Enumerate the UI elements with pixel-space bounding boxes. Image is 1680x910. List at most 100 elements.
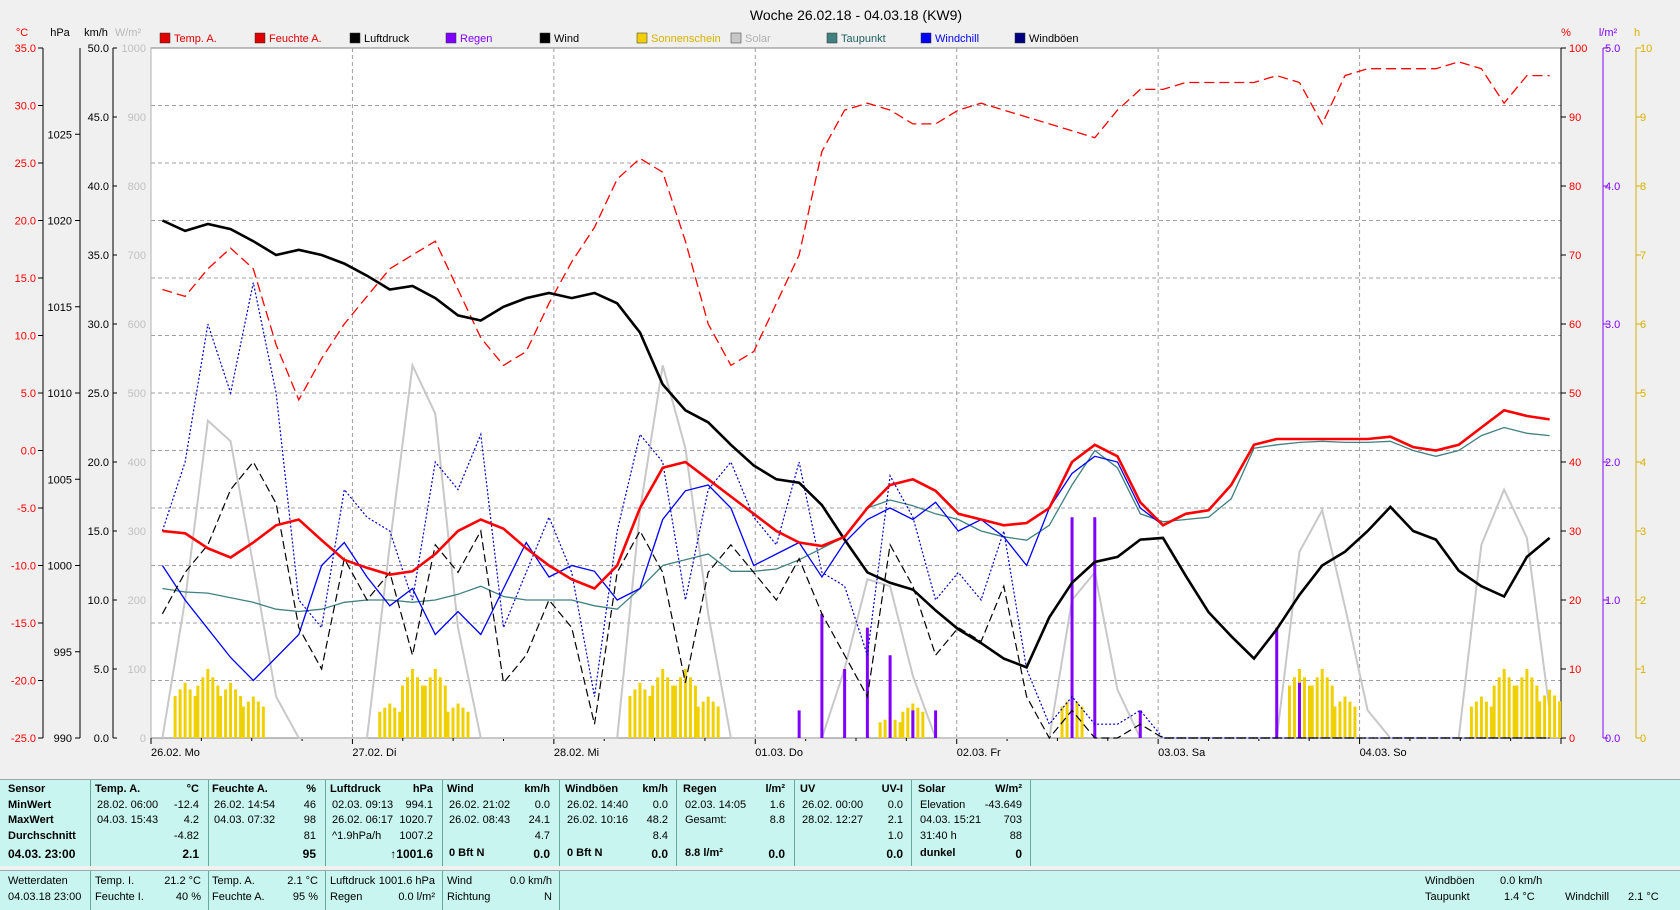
humidity-tick-label: 50 [1569, 388, 1581, 400]
x-tick-label: 02.03. Fr [957, 747, 1001, 759]
stat-uv-value-3: 0.0 [886, 847, 903, 861]
solar-tick-label: 1000 [122, 43, 146, 55]
legend-label: Regen [460, 33, 492, 45]
series-wind-line [161, 460, 1550, 740]
pressure-tick-label: 1015 [48, 302, 72, 314]
humidity-tick-label: 40 [1569, 457, 1581, 469]
stat-solar-value-3: 0 [1015, 847, 1022, 861]
hdr-unit-wind: km/h [524, 783, 550, 795]
temp-i-label: Temp. I. [95, 875, 135, 887]
hdr-temp: Temp. A. [95, 783, 141, 795]
series-luftdruck-line [161, 219, 1551, 669]
sun-tick-label: 4 [1640, 457, 1646, 469]
humidity-tick-label: 20 [1569, 595, 1581, 607]
temp-tick-label: -5.0 [17, 503, 36, 515]
stat-wind-value-1: 24.1 [528, 814, 550, 826]
stat-luftdruck-value-0: 994.1 [405, 799, 433, 811]
luftdruck-label: Luftdruck [330, 875, 376, 887]
row-max: MaxWert [8, 814, 54, 826]
wind-tick-label: 35.0 [88, 250, 109, 262]
sun-tick-label: 7 [1640, 250, 1646, 262]
wind-tick-label: 30.0 [88, 319, 109, 331]
stat-regen-label-1: Gesamt: [685, 814, 727, 826]
series-feuchte-line [162, 61, 1550, 402]
x-tick-label: 04.03. So [1360, 747, 1407, 759]
legend-label: Windböen [1029, 33, 1079, 45]
humidity-tick-label: 90 [1569, 112, 1581, 124]
legend-label: Sonnenschein [651, 33, 721, 45]
pressure-tick-label: 1025 [48, 129, 72, 141]
stat-boeen-value-3: 0.0 [651, 847, 668, 861]
solar-tick-label: 900 [128, 112, 146, 124]
temp-tick-label: 10.0 [15, 331, 36, 343]
wind-label: Wind [447, 875, 473, 887]
stat-feuchte-label-1: 04.03. 07:32 [214, 814, 276, 826]
hdr-unit-uv: UV-I [881, 783, 903, 795]
x-tick-label: 01.03. Do [755, 747, 803, 759]
hdr-solar: Solar [918, 783, 946, 795]
stat-feuchte-value-0: 46 [303, 799, 316, 811]
richtung-value: N [544, 891, 552, 903]
feuchte-a-value: 95 % [292, 891, 318, 903]
x-tick-label: 03.03. Sa [1158, 747, 1206, 759]
stat-boeen-label-3: 0 Bft N [567, 847, 603, 859]
temp-tick-label: 35.0 [15, 43, 36, 55]
temp-i-value: 21.2 °C [164, 875, 201, 887]
stat-solar-value-1: 703 [1003, 814, 1022, 826]
stat-solar-label-2: 31:40 h [920, 830, 957, 842]
pressure-tick-label: 1020 [48, 216, 72, 228]
windchill-value: 2.1 °C [1628, 891, 1659, 903]
stat-feuchte-value-1: 98 [303, 814, 316, 826]
legend-label: Solar [745, 33, 771, 45]
sun-tick-label: 9 [1640, 112, 1646, 124]
wind-tick-label: 25.0 [88, 388, 109, 400]
humidity-tick-label: 70 [1569, 250, 1581, 262]
windboeen-label: Windböen [1425, 875, 1475, 887]
stat-solar-value-2: 88 [1009, 830, 1022, 842]
stat-temp-value-1: 4.2 [183, 814, 199, 826]
hdr-wind: Wind [447, 783, 474, 795]
stats-table: Sensor MinWert MaxWert Durchschnitt 04.0… [0, 779, 1680, 866]
stat-solar-label-3: dunkel [920, 847, 956, 859]
series-solar-line [161, 361, 1551, 739]
solar-tick-label: 700 [128, 250, 146, 262]
wind-tick-label: 40.0 [88, 181, 109, 193]
solar-tick-label: 500 [128, 388, 146, 400]
windchill-label: Windchill [1565, 891, 1610, 903]
hdr-unit-feuchte: % [306, 783, 316, 795]
temp-tick-label: 30.0 [15, 101, 36, 113]
humidity-tick-label: 100 [1569, 43, 1587, 55]
humidity-tick-label: 60 [1569, 319, 1581, 331]
rain-tick-label: 3.0 [1605, 319, 1620, 331]
stat-luftdruck-label-1: 26.02. 06:17 [332, 814, 394, 826]
wind-value: 0.0 km/h [509, 875, 552, 887]
stat-luftdruck-label-2: ^1.9hPa/h [332, 830, 382, 842]
legend-swatch [1014, 32, 1026, 44]
sun-tick-label: 5 [1640, 388, 1646, 400]
rain-tick-label: 5.0 [1605, 43, 1620, 55]
stat-uv-label-0: 26.02. 00:00 [802, 799, 864, 811]
wind-tick-label: 50.0 [88, 43, 109, 55]
weather-chart-svg: Woche 26.02.18 - 04.03.18 (KW9) °C hPa km/h… [11, 7, 1652, 759]
stat-wind-value-2: 4.7 [534, 830, 550, 842]
left-axis-unit: W/m² [115, 27, 142, 39]
stat-wind-label-1: 26.02. 08:43 [449, 814, 511, 826]
wind-tick-label: 5.0 [94, 664, 109, 676]
stat-wind-value-3: 0.0 [533, 847, 550, 861]
stat-uv-value-2: 1.0 [887, 830, 903, 842]
legend-swatch [920, 32, 932, 44]
row-min: MinWert [8, 799, 52, 811]
stat-boeen-value-2: 8.4 [652, 830, 668, 842]
pressure-tick-label: 995 [54, 647, 72, 659]
solar-tick-label: 0 [140, 733, 146, 745]
richtung-label: Richtung [447, 891, 491, 903]
sun-tick-label: 8 [1640, 181, 1646, 193]
feuchte-a-label: Feuchte A. [212, 891, 265, 903]
hdr-boeen: Windböen [565, 783, 619, 795]
solar-tick-label: 300 [128, 526, 146, 538]
stat-regen-value-0: 1.6 [769, 799, 785, 811]
wind-tick-label: 15.0 [88, 526, 109, 538]
stat-wind-label-0: 26.02. 21:02 [449, 799, 511, 811]
legend-swatch [826, 32, 838, 44]
row-avg: Durchschnitt [8, 830, 76, 842]
